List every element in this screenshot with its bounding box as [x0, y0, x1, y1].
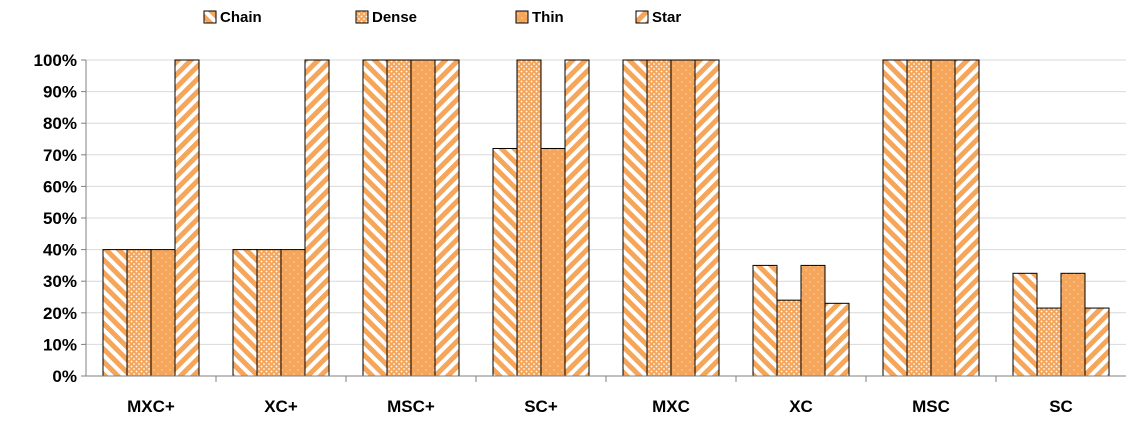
bar-dense: [256, 249, 282, 377]
y-tick-label: 10%: [43, 335, 77, 354]
x-category-label: XC: [789, 397, 813, 416]
bar-dense: [386, 59, 412, 377]
bar-dense: [906, 59, 932, 377]
y-tick-label: 40%: [43, 241, 77, 260]
legend-label-thin: Thin: [532, 9, 564, 26]
y-tick-label: 90%: [43, 83, 77, 102]
axes: [81, 59, 1126, 382]
bar-chain: [622, 59, 648, 377]
bar-dense: [776, 299, 802, 377]
x-category-label: SC+: [524, 397, 558, 416]
bar-chain: [1012, 272, 1038, 377]
legend-swatch-thin: [515, 10, 529, 24]
y-axis-ticks: 0% 10% 20% 30% 40% 50% 60% 70% 80% 90% 100%: [34, 51, 77, 386]
bar-thin: [670, 59, 696, 377]
x-category-label: MSC: [912, 397, 950, 416]
bar-dense: [516, 59, 542, 377]
bar-star: [824, 302, 850, 377]
y-tick-label: 100%: [34, 51, 77, 70]
legend-label-star: Star: [652, 9, 681, 26]
bar-star: [564, 59, 590, 377]
bar-star: [954, 59, 980, 377]
bar-chain: [752, 264, 778, 377]
legend: Chain Dense Thin Star: [203, 9, 681, 26]
y-tick-label: 20%: [43, 304, 77, 323]
bar-thin: [280, 249, 306, 377]
bar-dense: [1036, 307, 1062, 377]
bar-chain: [882, 59, 908, 377]
legend-swatch-dense: [355, 10, 369, 24]
y-tick-label: 30%: [43, 272, 77, 291]
bar-thin: [410, 59, 436, 377]
bar-thin: [930, 59, 956, 377]
bar-dense: [646, 59, 672, 377]
bar-star: [304, 59, 330, 377]
x-category-label: MXC+: [127, 397, 175, 416]
x-category-label: MXC: [652, 397, 690, 416]
y-tick-label: 70%: [43, 146, 77, 165]
y-tick-label: 60%: [43, 177, 77, 196]
bar-thin: [540, 147, 566, 377]
bar-star: [174, 59, 200, 377]
legend-swatch-chain: [203, 10, 217, 24]
bar-thin: [800, 264, 826, 377]
x-category-label: XC+: [264, 397, 298, 416]
y-tick-label: 0%: [52, 367, 77, 386]
bar-star: [434, 59, 460, 377]
x-category-label: SC: [1049, 397, 1073, 416]
legend-label-dense: Dense: [372, 9, 417, 26]
bar-chain: [232, 249, 258, 377]
bar-dense: [126, 249, 152, 377]
x-category-label: MSC+: [387, 397, 435, 416]
bar-chain: [492, 147, 518, 377]
x-axis-categories: MXC+ XC+ MSC+ SC+ MXC XC MSC SC: [127, 397, 1073, 416]
y-tick-label: 50%: [43, 209, 77, 228]
bars: [102, 59, 1110, 377]
bar-star: [1084, 307, 1110, 377]
legend-label-chain: Chain: [220, 9, 262, 26]
bar-thin: [150, 249, 176, 377]
legend-swatch-star: [635, 10, 649, 24]
bar-chain: [102, 249, 128, 377]
y-tick-label: 80%: [43, 114, 77, 133]
bar-thin: [1060, 272, 1086, 377]
bar-star: [694, 59, 720, 377]
bar-chain: [362, 59, 388, 377]
